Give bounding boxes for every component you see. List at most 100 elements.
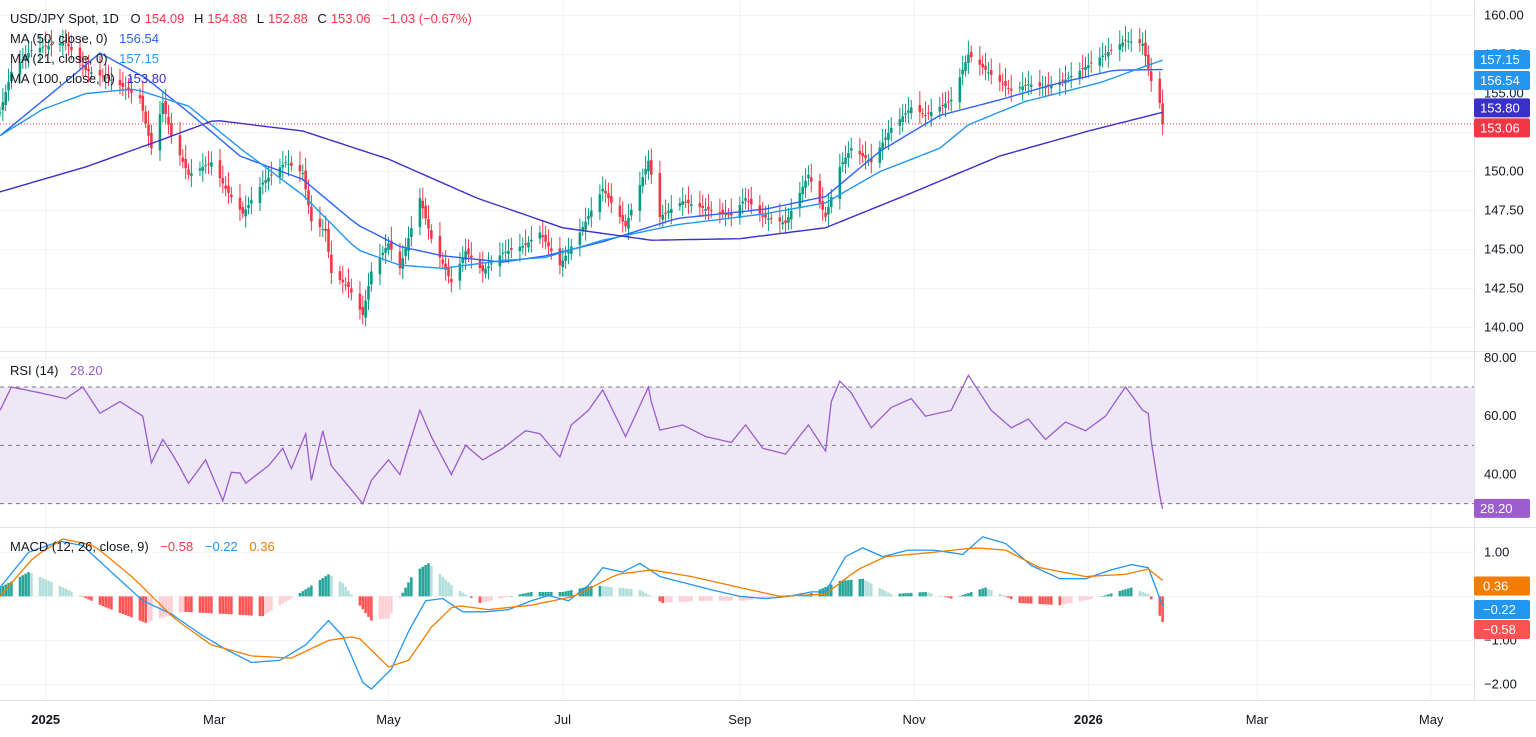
candle-body xyxy=(1061,79,1064,81)
macd-hist-bar xyxy=(398,596,402,598)
macd-hist-bar xyxy=(147,596,150,622)
macd-hist-bar xyxy=(530,591,533,597)
candle-body xyxy=(718,212,722,214)
macd-hist-bar xyxy=(101,596,105,607)
macd-hist-bar xyxy=(490,596,493,601)
macd-hist-bar xyxy=(430,565,433,597)
macd-hist-bar xyxy=(518,594,522,597)
macd-hist-bar xyxy=(347,590,350,597)
macd-hist-bar xyxy=(938,595,942,597)
macd-hist-bar xyxy=(584,587,587,597)
candle-body xyxy=(901,116,904,123)
macd-hist-bar xyxy=(947,596,950,598)
candle-body xyxy=(461,257,465,263)
candle-body xyxy=(1038,82,1042,87)
macd-hist-bar xyxy=(664,596,667,603)
candle-body xyxy=(38,47,42,53)
macd-hist-bar xyxy=(127,596,130,617)
macd-hist-bar xyxy=(178,596,182,613)
macd-line-value: −0.22 xyxy=(204,539,238,554)
macd-hist-bar xyxy=(521,593,525,597)
macd-hist-bar xyxy=(544,591,547,597)
candle-body xyxy=(164,100,167,114)
macd-hist-bar xyxy=(978,589,982,597)
macd-hist-bar xyxy=(144,596,147,623)
candle-body xyxy=(504,251,507,253)
macd-hist-bar xyxy=(184,596,187,612)
candle-body xyxy=(1107,51,1110,57)
candle-body xyxy=(869,157,873,163)
macd-badge-bg xyxy=(1474,619,1530,639)
macd-hist-bar xyxy=(324,576,327,597)
candle-body xyxy=(227,185,230,193)
candle-body xyxy=(641,177,645,187)
macd-hist-bar xyxy=(447,582,450,597)
macd-hist-bar xyxy=(524,593,527,597)
candle-body xyxy=(804,180,807,188)
macd-hist-bar xyxy=(967,593,970,597)
candle-body xyxy=(584,221,587,230)
ma21-legend[interactable]: MA (21, close, 0) 157.15 xyxy=(10,51,163,66)
candle-body xyxy=(1127,41,1130,43)
symbol-label[interactable]: USD/JPY Spot, 1D xyxy=(10,11,119,26)
candle-body xyxy=(701,205,705,209)
candle-body xyxy=(364,300,367,318)
candle-body xyxy=(490,263,493,265)
candle-body xyxy=(1081,67,1084,69)
macd-hist-bar xyxy=(84,596,87,599)
macd-hist-bar xyxy=(450,584,453,597)
macd-hist-bar xyxy=(1087,596,1090,600)
candle-body xyxy=(650,160,653,175)
macd-hist-bar xyxy=(1144,593,1147,597)
macd-hist-bar xyxy=(50,581,53,597)
low-value: 152.88 xyxy=(268,11,308,26)
macd-hist-bar xyxy=(904,593,907,597)
macd-hist-bar xyxy=(110,596,113,610)
candle-body xyxy=(270,174,273,176)
candle-body xyxy=(838,166,842,199)
candle-body xyxy=(1161,103,1164,124)
candle-body xyxy=(370,271,373,285)
candle-body xyxy=(1004,80,1007,87)
candle-body xyxy=(158,114,162,151)
macd-badge-bg xyxy=(1474,600,1530,620)
candle-body xyxy=(1089,62,1093,64)
macd-legend[interactable]: MACD (12, 26, close, 9) −0.58 −0.22 0.36 xyxy=(10,539,279,554)
candle-body xyxy=(670,209,673,214)
candle-body xyxy=(724,213,727,216)
candle-body xyxy=(110,79,113,81)
macd-hist-bar xyxy=(167,596,170,617)
low-label: L xyxy=(256,11,265,26)
candle-body xyxy=(1069,75,1073,78)
candle-body xyxy=(524,243,527,245)
candle-body xyxy=(747,200,750,202)
macd-hist-bar xyxy=(1121,590,1124,597)
candle-body xyxy=(27,53,30,58)
candle-body xyxy=(458,263,462,281)
macd-hist-bar xyxy=(641,591,645,597)
rsi-legend[interactable]: RSI (14) 28.20 xyxy=(10,363,107,378)
grid-lines xyxy=(0,0,1474,700)
candle-body xyxy=(698,203,702,208)
macd-hist-bar xyxy=(570,590,573,597)
ma21-value: 157.15 xyxy=(119,51,159,66)
ma50-legend[interactable]: MA (50, close, 0) 156.54 xyxy=(10,31,163,46)
ma100-legend[interactable]: MA (100, close, 0) 153.80 xyxy=(10,71,170,86)
macd-hist-bar xyxy=(1127,588,1130,597)
macd-hist-bar xyxy=(1098,596,1102,597)
macd-hist-bar xyxy=(181,596,185,612)
macd-hist-bar xyxy=(464,594,467,597)
candle-body xyxy=(1118,44,1122,50)
macd-hist-bar xyxy=(604,586,607,597)
macd-hist-bar xyxy=(650,596,653,597)
candle-body xyxy=(827,206,830,215)
macd-hist-bar xyxy=(290,596,293,599)
candle-body xyxy=(801,186,804,195)
candle-body xyxy=(318,218,322,228)
open-label: O xyxy=(130,11,141,26)
candle-body xyxy=(587,216,590,220)
macd-hist-bar xyxy=(847,580,850,597)
candle-body xyxy=(627,218,630,229)
